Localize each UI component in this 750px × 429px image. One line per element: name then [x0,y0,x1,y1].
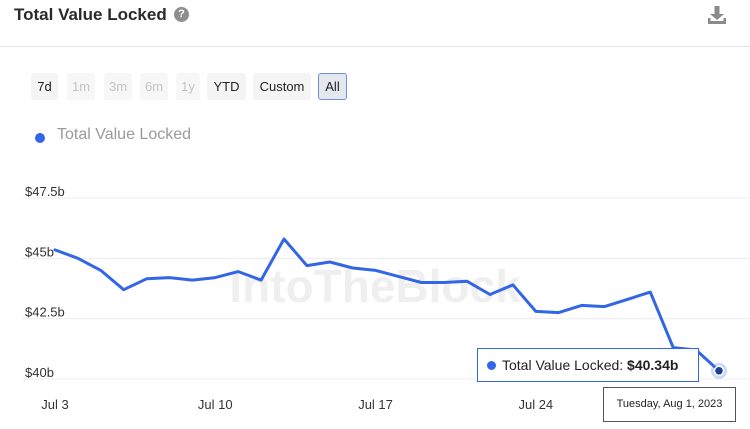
chart-title: Total Value Locked [14,5,167,24]
x-tick-label: Jul 24 [518,397,553,412]
question-circle-icon[interactable]: ? [174,7,189,22]
data-point [713,365,725,377]
tooltip-series-label: Total Value Locked: [502,357,624,373]
y-tick-label: $47.5b [25,184,65,199]
tooltip-value: $40.34b [627,357,679,373]
range-all-button[interactable]: All [318,73,347,100]
x-tick-label: Jul 3 [41,397,68,412]
date-tooltip: Tuesday, Aug 1, 2023 [603,387,736,422]
y-tick-label: $40b [25,365,54,380]
chart-header: Total Value Locked ? [0,0,750,47]
download-icon[interactable] [706,4,728,26]
range-1y-button: 1y [176,73,200,100]
legend-label: Total Value Locked [57,126,192,143]
range-custom-button[interactable]: Custom [253,73,311,100]
y-tick-label: $42.5b [25,305,65,320]
value-tooltip: Total Value Locked: $40.34b [477,348,699,382]
range-6m-button: 6m [140,73,168,100]
y-tick-label: $45b [25,244,54,259]
range-3m-button: 3m [104,73,132,100]
x-tick-label: Jul 10 [198,397,233,412]
tooltip-marker [487,361,496,370]
range-ytd-button[interactable]: YTD [207,73,246,100]
series-line [53,237,721,373]
range-1m-button: 1m [67,73,95,100]
range-7d-button[interactable]: 7d [31,73,58,100]
legend-marker [35,133,45,143]
x-tick-label: Jul 17 [358,397,393,412]
